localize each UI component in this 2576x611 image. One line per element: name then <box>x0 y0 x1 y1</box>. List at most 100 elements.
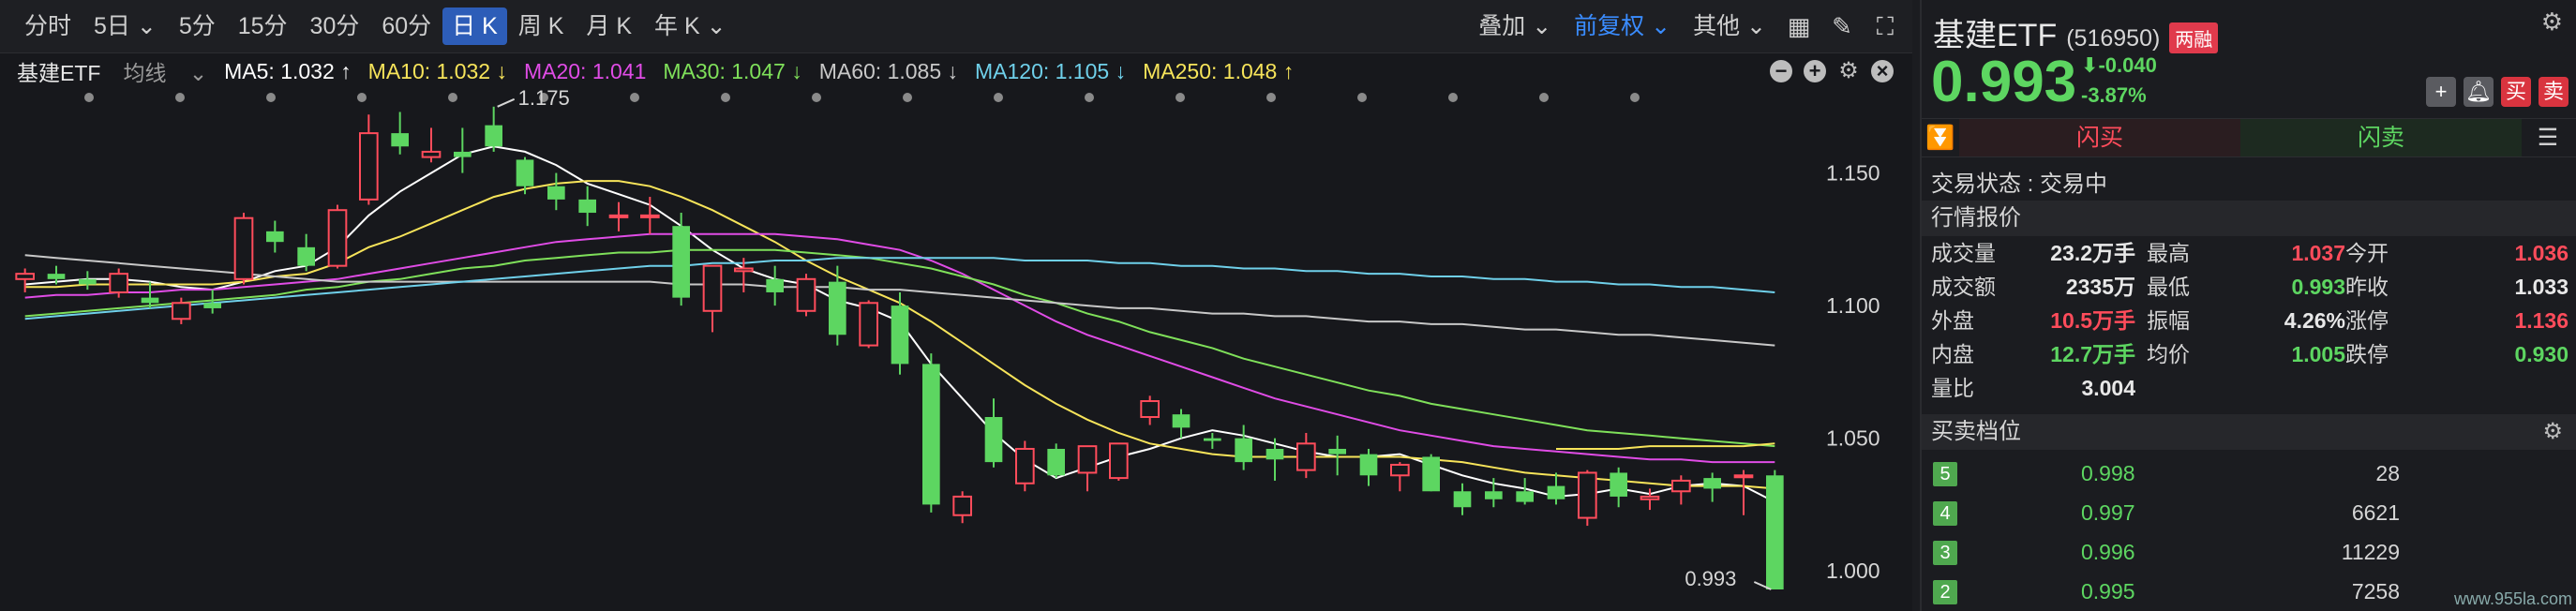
quote-table: 成交量 23.2万手 最高 1.037 今开 1.036 成交额 2335万 最低 0.993 昨收… <box>1922 236 2576 405</box>
quote-value: 1.136 <box>2514 308 2569 333</box>
zoom-in-icon[interactable]: + <box>1804 60 1826 82</box>
candle-body <box>1328 448 1346 455</box>
quote-row: 成交额 2335万 最低 0.993 昨收 1.033 <box>1922 270 2576 304</box>
trade-status: 交易状态 : 交易中 <box>1931 171 2108 197</box>
candle-body <box>47 274 66 279</box>
candlestick-chart[interactable]: 1.150 1.100 1.050 1.000 1.175 0.993 <box>0 88 1912 611</box>
quote-value: 1.005 <box>2291 342 2345 366</box>
candle-body <box>109 273 129 293</box>
line-type-dropdown[interactable]: 均线 ⌄ <box>123 61 208 85</box>
quote-value: 12.7万手 <box>2050 342 2135 366</box>
settings-gear-icon[interactable]: ⚙ <box>2542 419 2563 444</box>
quote-label: 最高 <box>2147 241 2190 265</box>
quote-label: 外盘 <box>1931 308 1974 333</box>
other-dropdown[interactable]: 其他 ⌄ <box>1693 13 1766 39</box>
candle-body <box>1422 456 1440 492</box>
quote-value: 10.5万手 <box>2050 308 2135 333</box>
tab-daily-k[interactable]: 日 K <box>442 7 507 45</box>
draw-pen-icon[interactable]: ✎ <box>1832 12 1852 40</box>
close-icon[interactable]: × <box>1871 60 1894 82</box>
tab-5min[interactable]: 5分 <box>178 13 216 39</box>
collapse-icon[interactable]: ⏬ <box>1925 125 1955 151</box>
candle-body <box>1516 491 1534 502</box>
event-dot <box>1448 93 1458 102</box>
order-price: 0.997 <box>2081 500 2135 525</box>
add-watchlist-icon[interactable]: + <box>2426 77 2456 107</box>
event-dot <box>1357 93 1367 102</box>
ma-legend-item: MA20: 1.041 <box>523 58 647 83</box>
quote-value: 1.037 <box>2291 241 2345 265</box>
quote-value: 0.993 <box>2291 275 2345 299</box>
flash-buy-button[interactable]: 闪买 <box>1959 119 2240 156</box>
overlay-label: 叠加 <box>1478 13 1526 39</box>
order-volume: 28 <box>2375 461 2400 485</box>
kline-area: 分时 5日 ⌄ 5分 15分 30分 60分 日 K 周 K 月 K 年 K ⌄… <box>0 7 1912 611</box>
level-badge: 4 <box>1933 501 1957 526</box>
quote-label: 量比 <box>1931 376 1974 400</box>
settings-gear-icon[interactable]: ⚙ <box>1838 58 1859 83</box>
event-dot <box>1266 93 1276 102</box>
quick-actions: + 🔔︎ 买 卖 <box>2419 77 2569 107</box>
orderbook-row[interactable]: 2 0.995 7258 <box>1922 572 2576 611</box>
orderbook-row[interactable]: 5 0.998 28 <box>1922 454 2576 493</box>
candle-body <box>1485 491 1503 499</box>
candle-body <box>1296 442 1316 471</box>
event-dot <box>903 93 912 102</box>
orderbook-row[interactable]: 4 0.997 6621 <box>1922 493 2576 532</box>
chevron-down-icon: ⌄ <box>706 13 726 39</box>
quote-panel: 基建ETF (516950) 两融 ⚙ 0.993 ⬇-0.040 -3.87% +… <box>1920 0 2576 611</box>
fullscreen-icon[interactable]: ⛶ <box>1876 12 1895 40</box>
candle-body <box>1266 448 1284 460</box>
candle-body <box>922 364 940 505</box>
chart-controls: − + ⚙ × <box>1759 54 1894 88</box>
quote-value: 23.2万手 <box>2050 241 2135 265</box>
tab-15min[interactable]: 15分 <box>237 13 288 39</box>
flash-sell-button[interactable]: 闪卖 <box>2240 119 2522 156</box>
flash-trade-bar: ⏬ 闪买 闪卖 ☰ <box>1922 118 2576 157</box>
ma-line-ma60 <box>24 254 1775 347</box>
sell-button[interactable]: 卖 <box>2539 77 2569 107</box>
orderbook-section: 买卖档位 ⚙ <box>1922 414 2576 450</box>
ma-legend-item: MA5: 1.032 ↑ <box>224 58 352 83</box>
buy-button[interactable]: 买 <box>2501 77 2531 107</box>
event-dot <box>812 93 821 102</box>
level-badge: 5 <box>1933 462 1957 486</box>
ma-legend-item: MA30: 1.047 ↓ <box>663 58 802 83</box>
candle-body <box>796 277 816 312</box>
candle-body <box>1015 447 1035 484</box>
ma-items: MA5: 1.032 ↑ MA10: 1.032 ↓ MA20: 1.041 MA30… <box>224 59 1310 84</box>
layout-grid-icon[interactable]: ▦ <box>1787 12 1811 40</box>
watermark: www.955la.com <box>2453 589 2572 608</box>
adjust-dropdown[interactable]: 前复权 ⌄ <box>1574 13 1671 39</box>
tab-weekly-k[interactable]: 周 K <box>517 13 564 39</box>
candle-body <box>1610 472 1627 497</box>
order-volume: 11229 <box>2341 540 2400 564</box>
ma-legend-name: 基建ETF <box>17 61 101 85</box>
tab-60min[interactable]: 60分 <box>382 13 432 39</box>
menu-icon[interactable]: ☰ <box>2537 125 2559 151</box>
min-pointer <box>1753 581 1772 590</box>
stock-name: 基建ETF <box>1933 18 2058 53</box>
orderbook: 5 0.998 28 4 0.997 6621 3 0.996 11229 2 0.995 7258 <box>1922 454 2576 611</box>
candle-body <box>1390 463 1410 477</box>
overlay-dropdown[interactable]: 叠加 ⌄ <box>1478 13 1552 39</box>
quote-label: 成交量 <box>1931 241 1996 265</box>
candle-body <box>266 231 284 243</box>
candle-body <box>359 132 379 201</box>
stock-code: (516950) <box>2066 25 2161 52</box>
quote-row: 量比 3.004 <box>1922 371 2576 405</box>
zoom-out-icon[interactable]: − <box>1770 60 1792 82</box>
orderbook-title: 买卖档位 <box>1931 419 2021 444</box>
bell-icon[interactable]: 🔔︎ <box>2464 77 2494 107</box>
tab-5day[interactable]: 5日 ⌄ <box>82 7 168 45</box>
tab-30min[interactable]: 30分 <box>309 13 360 39</box>
tab-yearly-k[interactable]: 年 K ⌄ <box>643 7 738 45</box>
ma-legend-item: MA60: 1.085 ↓ <box>818 58 959 83</box>
tab-intraday[interactable]: 分时 <box>24 13 72 39</box>
candle-body <box>984 417 1003 463</box>
tab-monthly-k[interactable]: 月 K <box>586 13 633 39</box>
quote-value: 4.26% <box>2284 308 2345 333</box>
settings-gear-icon[interactable]: ⚙ <box>2540 7 2563 36</box>
ma-line-ma30 <box>24 248 1775 448</box>
orderbook-row[interactable]: 3 0.996 11229 <box>1922 532 2576 572</box>
